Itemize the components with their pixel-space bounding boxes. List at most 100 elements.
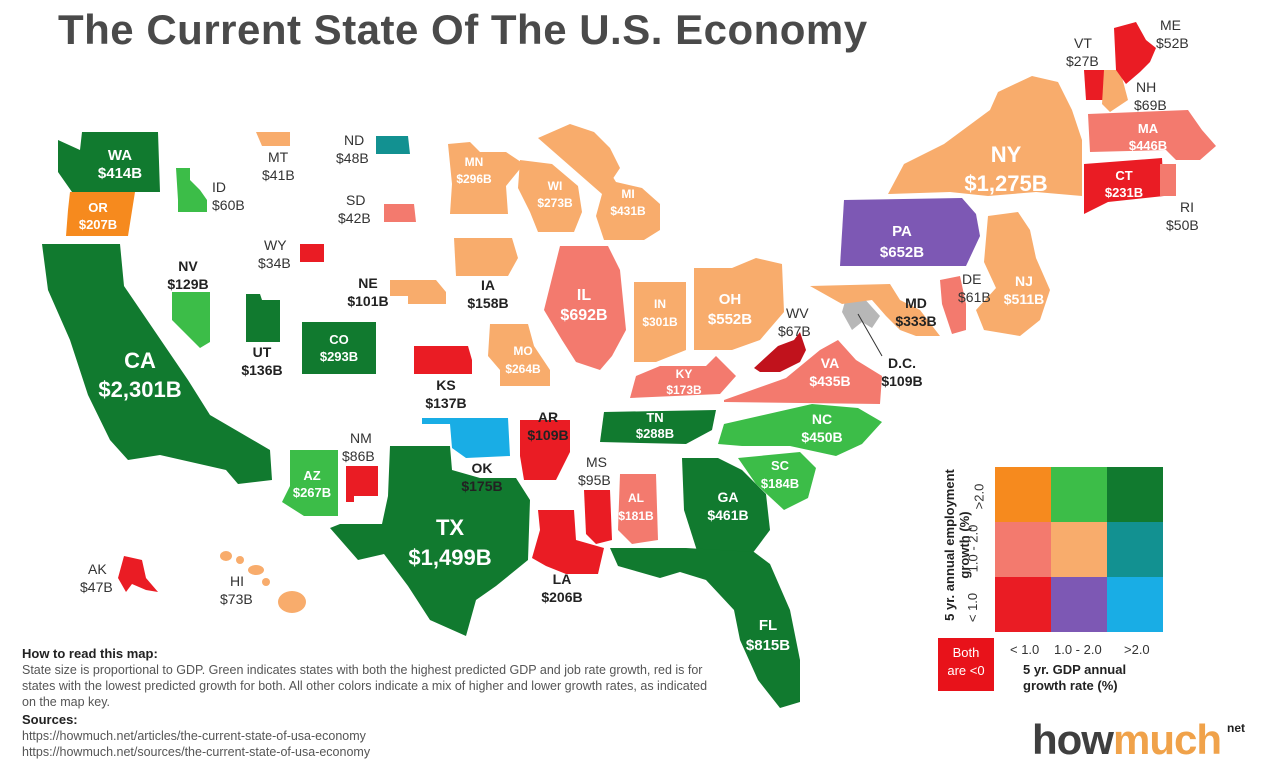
state-OR[interactable] — [66, 192, 135, 236]
label-NJ-abbr: NJ — [1015, 273, 1033, 289]
state-IL[interactable] — [544, 246, 626, 370]
state-WV[interactable] — [754, 332, 806, 372]
state-WY[interactable] — [300, 244, 324, 262]
state-AR[interactable] — [520, 420, 570, 480]
label-ID-abbr: ID — [212, 179, 226, 195]
label-OR-abbr: OR — [88, 200, 108, 215]
state-OK[interactable] — [422, 418, 510, 458]
label-WY-abbr: WY — [264, 237, 287, 253]
state-UT[interactable] — [246, 294, 280, 342]
state-ME[interactable] — [1114, 22, 1156, 84]
label-VA-abbr: VA — [821, 355, 839, 371]
source-link-1[interactable]: https://howmuch.net/articles/the-current… — [22, 729, 366, 743]
state-CO[interactable] — [302, 322, 376, 374]
label-SD-abbr: SD — [346, 192, 365, 208]
how-to-read-heading: How to read this map: — [22, 646, 158, 661]
state-KS[interactable] — [414, 346, 472, 374]
label-VT-abbr: VT — [1074, 35, 1092, 51]
state-ID[interactable] — [176, 168, 207, 212]
label-GA-gdp: $461B — [707, 507, 748, 523]
state-MO[interactable] — [488, 324, 550, 386]
state-AL[interactable] — [618, 474, 658, 544]
state-AZ[interactable] — [282, 450, 338, 516]
legend-x-tick-3: >2.0 — [1124, 642, 1150, 657]
state-WA[interactable] — [58, 132, 160, 192]
state-MT[interactable] — [256, 132, 290, 146]
state-PA[interactable] — [840, 198, 980, 266]
state-NH[interactable] — [1102, 70, 1128, 112]
state-CA[interactable] — [42, 244, 272, 484]
label-NM-gdp: $86B — [342, 448, 375, 464]
state-KY[interactable] — [630, 356, 736, 398]
state-VA[interactable] — [724, 340, 882, 404]
legend-x-title-line2: growth rate (%) — [1023, 678, 1118, 693]
label-DE-gdp: $61B — [958, 289, 991, 305]
state-MD[interactable] — [810, 284, 940, 336]
state-OH[interactable] — [694, 258, 784, 350]
state-IN[interactable] — [634, 282, 686, 362]
state-MA[interactable] — [1088, 110, 1216, 160]
state-MI[interactable] — [538, 124, 660, 240]
state-AK[interactable] — [118, 556, 158, 592]
label-DC-abbr: D.C. — [888, 355, 916, 371]
state-NY[interactable] — [888, 76, 1082, 196]
state-NV[interactable] — [172, 292, 210, 348]
state-HI[interactable] — [220, 551, 306, 613]
state-RI[interactable] — [1160, 164, 1176, 196]
state-TN[interactable] — [600, 410, 716, 444]
state-NM[interactable] — [346, 466, 378, 502]
label-MT-abbr: MT — [268, 149, 289, 165]
state-NJ[interactable] — [976, 212, 1050, 336]
legend-cell-r3-c2 — [1051, 577, 1107, 632]
label-NV-abbr: NV — [178, 258, 198, 274]
label-HI-gdp: $73B — [220, 591, 253, 607]
label-NH-gdp: $69B — [1134, 97, 1167, 113]
state-NE[interactable] — [390, 280, 446, 304]
label-IN-abbr: IN — [654, 297, 666, 311]
label-NJ-gdp: $511B — [1004, 291, 1044, 307]
state-IA[interactable] — [454, 238, 518, 276]
legend-y-tick-2: 1.0 - 2.0 — [965, 524, 981, 573]
label-ME-gdp: $52B — [1156, 35, 1189, 51]
label-AR-gdp: $109B — [527, 427, 568, 443]
legend-x-tick-1: < 1.0 — [1010, 642, 1040, 657]
source-link-2[interactable]: https://howmuch.net/sources/the-current-… — [22, 745, 371, 759]
state-FL[interactable] — [610, 548, 800, 708]
label-HI-abbr: HI — [230, 573, 244, 589]
label-CO-abbr: CO — [329, 332, 349, 347]
state-MS[interactable] — [584, 490, 612, 544]
label-VA-gdp: $435B — [809, 373, 850, 389]
state-ND[interactable] — [376, 136, 410, 154]
label-AL-abbr: AL — [628, 491, 644, 505]
label-MA-abbr: MA — [1138, 121, 1159, 136]
label-IA-gdp: $158B — [467, 295, 508, 311]
state-LA[interactable] — [532, 510, 604, 574]
label-WV-abbr: WV — [786, 305, 809, 321]
how-to-read: How to read this map: State size is prop… — [22, 646, 722, 760]
legend-y-tick-1: < 1.0 — [965, 592, 981, 623]
label-OH-gdp: $552B — [708, 311, 752, 328]
state-DC[interactable] — [842, 296, 880, 330]
state-CT[interactable] — [1084, 158, 1164, 214]
label-AZ-abbr: AZ — [303, 468, 320, 483]
label-RI-gdp: $50B — [1166, 217, 1199, 233]
state-TX[interactable] — [330, 446, 530, 636]
state-MN[interactable] — [448, 142, 524, 214]
state-WI[interactable] — [518, 160, 582, 232]
state-SC[interactable] — [738, 452, 816, 510]
dc-leader-line — [857, 313, 883, 357]
label-SC-gdp: $184B — [761, 476, 799, 491]
legend-y-tick-3: >2.0 — [971, 483, 987, 510]
state-SD[interactable] — [384, 204, 416, 222]
legend-cell-r2-c3 — [1107, 522, 1163, 577]
label-LA-abbr: LA — [553, 571, 572, 587]
label-KY-abbr: KY — [676, 367, 693, 381]
label-MO-abbr: MO — [513, 344, 532, 358]
sources-heading: Sources: — [22, 712, 78, 727]
legend-both-line2: are <0 — [947, 663, 985, 678]
state-NC[interactable] — [718, 404, 882, 456]
state-VT[interactable] — [1084, 70, 1104, 100]
state-GA[interactable] — [682, 458, 770, 554]
label-NC-gdp: $450B — [801, 429, 842, 445]
state-DE[interactable] — [940, 276, 966, 334]
